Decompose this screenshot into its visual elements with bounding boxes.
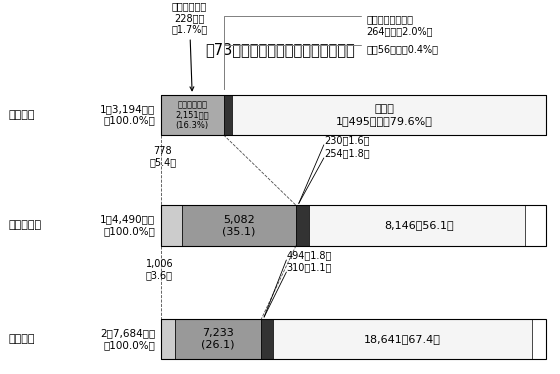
Bar	[161, 95, 223, 135]
Bar	[161, 319, 546, 359]
Bar	[161, 319, 175, 359]
Text: 230（1.6）: 230（1.6）	[324, 135, 369, 145]
Text: 都道府県: 都道府県	[8, 110, 35, 120]
Text: 1兆4,490億円
（100.0%）: 1兆4,490億円 （100.0%）	[100, 215, 155, 236]
Text: 土地開発公社
2,151億円
(16.3%): 土地開発公社 2,151億円 (16.3%)	[175, 100, 209, 130]
Text: 494（1.8）: 494（1.8）	[286, 250, 332, 260]
Bar	[223, 95, 232, 135]
Bar	[161, 95, 546, 135]
Text: その他
1兆495億円（79.6%）: その他 1兆495億円（79.6%）	[336, 104, 433, 126]
Text: 8,146（56.1）: 8,146（56.1）	[384, 220, 454, 230]
Bar	[181, 205, 296, 246]
Text: 合　　計: 合 計	[8, 334, 35, 344]
Text: 1兆3,194億円
（100.0%）: 1兆3,194億円 （100.0%）	[100, 104, 155, 126]
Bar	[175, 319, 262, 359]
Bar	[273, 319, 532, 359]
Bar	[161, 205, 181, 246]
Text: 土地開発基金
228億円
（1.7%）: 土地開発基金 228億円 （1.7%）	[171, 1, 208, 91]
Text: 7,233
(26.1): 7,233 (26.1)	[201, 328, 235, 350]
Bar	[309, 205, 525, 246]
Text: 778
（5.4）: 778 （5.4）	[150, 145, 176, 167]
Text: 254（1.8）: 254（1.8）	[324, 148, 370, 158]
Bar	[161, 205, 546, 246]
Text: 2兆7,684億円
（100.0%）: 2兆7,684億円 （100.0%）	[100, 328, 155, 350]
Bar	[232, 95, 546, 135]
Bar	[262, 319, 273, 359]
Text: 国　56億円（0.4%）: 国 56億円（0.4%）	[367, 45, 438, 55]
Text: 310（1.1）: 310（1.1）	[286, 262, 332, 272]
Text: 他の地方公共団体
264億円（2.0%）: 他の地方公共団体 264億円（2.0%）	[367, 14, 433, 36]
Text: 1,006
（3.6）: 1,006 （3.6）	[146, 259, 173, 280]
Text: 市　町　村: 市 町 村	[8, 220, 41, 230]
Text: 第73図　用地取得費の取得先別内訳: 第73図 用地取得費の取得先別内訳	[205, 43, 355, 58]
Text: 18,641（67.4）: 18,641（67.4）	[363, 334, 441, 344]
Bar	[296, 205, 309, 246]
Text: 5,082
(35.1): 5,082 (35.1)	[222, 215, 255, 236]
